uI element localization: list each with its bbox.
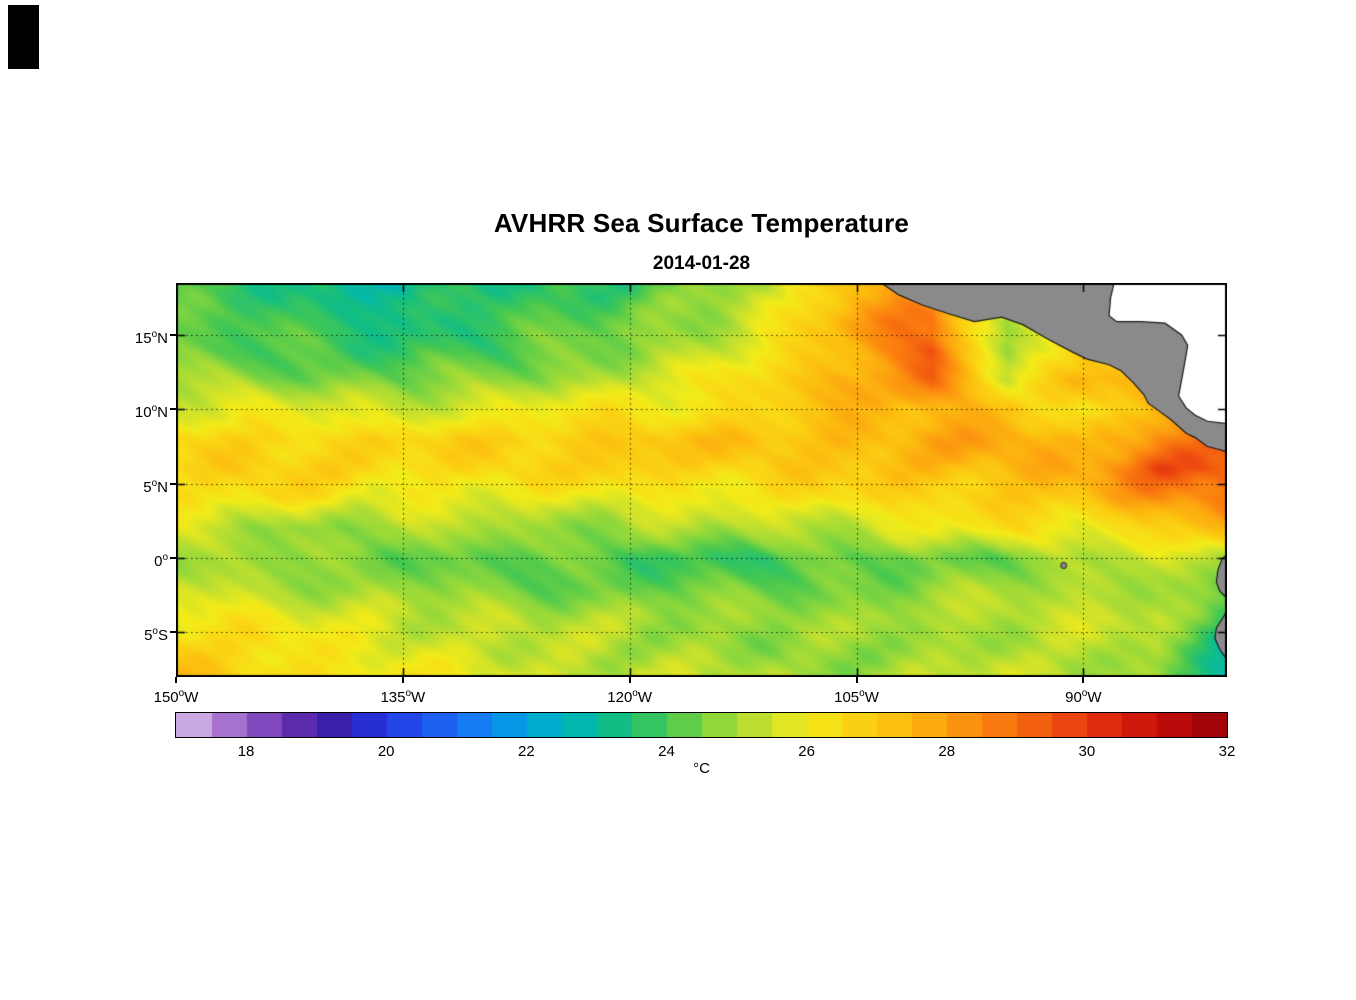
lat-tick-mark <box>170 334 176 337</box>
lon-tick-label: 90oW <box>1065 688 1102 706</box>
lat-tick-mark <box>170 631 176 634</box>
lon-tick-label: 150oW <box>153 688 199 706</box>
colorbar-tick-label: 32 <box>1218 743 1236 760</box>
chart-title: AVHRR Sea Surface Temperature <box>493 208 910 238</box>
colorbar-tick-label: 26 <box>798 743 815 760</box>
lon-tick-mark <box>628 677 631 683</box>
colorbar-tick-label: 18 <box>237 743 255 760</box>
colorbar-canvas <box>176 713 1227 737</box>
lon-tick-mark <box>401 677 404 683</box>
lon-tick-label: 135oW <box>380 688 426 706</box>
lon-tick-label: 120oW <box>607 688 653 706</box>
lat-tick-mark <box>170 408 176 411</box>
lat-tick-mark <box>170 482 176 485</box>
colorbar-tick-label: 30 <box>1078 743 1096 760</box>
colorbar-tick-label: 24 <box>658 743 675 760</box>
colorbar-tick-label: 22 <box>517 743 535 760</box>
screen-artifact <box>8 5 39 69</box>
sst-heatmap-canvas <box>176 283 1227 677</box>
lat-tick-label: 10oN <box>134 403 168 422</box>
lat-tick-label: 15oN <box>134 329 168 348</box>
colorbar <box>175 712 1228 738</box>
colorbar-tick-label: 20 <box>377 743 395 760</box>
lat-tick-mark <box>170 557 176 560</box>
lon-tick-mark <box>1082 677 1085 683</box>
lat-tick-label: 5oN <box>143 477 168 496</box>
sst-map-plot <box>176 283 1227 677</box>
colorbar-unit-label: °C <box>693 760 710 777</box>
lat-tick-label: 5oS <box>144 626 168 645</box>
lat-tick-label: 0o <box>154 552 168 571</box>
lon-tick-label: 105oW <box>834 688 879 706</box>
colorbar-tick-label: 28 <box>938 743 956 760</box>
lon-tick-mark <box>855 677 858 683</box>
lon-tick-mark <box>175 677 177 683</box>
chart-date-subtitle: 2014-01-28 <box>652 253 751 274</box>
